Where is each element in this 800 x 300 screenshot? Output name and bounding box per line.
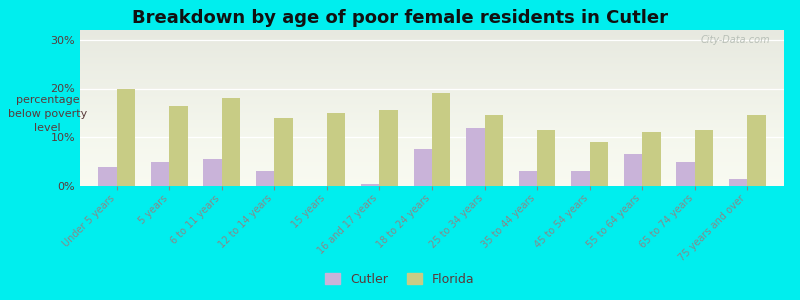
Bar <box>361 184 379 186</box>
Text: percentage
below poverty
level: percentage below poverty level <box>8 95 87 133</box>
Bar <box>694 130 713 186</box>
Bar <box>747 115 766 186</box>
Bar <box>729 179 747 186</box>
Bar <box>274 118 293 186</box>
Bar <box>624 154 642 186</box>
Bar <box>485 115 503 186</box>
Bar <box>414 149 432 186</box>
Bar <box>466 128 485 186</box>
Text: City-Data.com: City-Data.com <box>700 35 770 45</box>
Legend: Cutler, Florida: Cutler, Florida <box>320 268 480 291</box>
Bar <box>379 110 398 186</box>
Bar <box>327 113 346 186</box>
Bar <box>571 171 590 186</box>
Bar <box>676 162 694 186</box>
Bar <box>432 93 450 186</box>
Bar <box>117 88 135 186</box>
Bar <box>98 167 117 186</box>
Text: Breakdown by age of poor female residents in Cutler: Breakdown by age of poor female resident… <box>132 9 668 27</box>
Bar <box>151 162 170 186</box>
Bar <box>590 142 608 186</box>
Bar <box>222 98 240 186</box>
Bar <box>518 171 537 186</box>
Bar <box>203 159 222 186</box>
Bar <box>256 171 274 186</box>
Bar <box>170 106 188 186</box>
Bar <box>642 132 661 186</box>
Bar <box>537 130 555 186</box>
